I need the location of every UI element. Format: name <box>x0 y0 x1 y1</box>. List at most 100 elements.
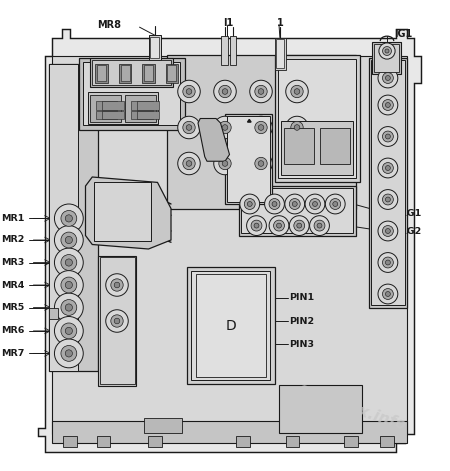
Circle shape <box>385 75 391 81</box>
Circle shape <box>378 127 398 146</box>
Circle shape <box>385 260 391 265</box>
Bar <box>150 37 159 58</box>
Bar <box>227 116 270 202</box>
Bar <box>137 111 159 120</box>
Circle shape <box>65 281 72 289</box>
Bar <box>380 436 394 447</box>
Circle shape <box>61 211 77 227</box>
Circle shape <box>274 220 284 231</box>
Bar <box>102 111 124 120</box>
Circle shape <box>178 80 200 103</box>
Bar <box>144 418 182 432</box>
Circle shape <box>106 310 128 332</box>
Bar <box>371 60 405 305</box>
Text: MR3: MR3 <box>1 258 25 267</box>
Circle shape <box>54 271 83 300</box>
Text: MR8: MR8 <box>97 20 121 30</box>
Bar <box>187 267 274 384</box>
Circle shape <box>54 293 83 322</box>
Circle shape <box>178 116 200 139</box>
Circle shape <box>178 152 200 175</box>
Circle shape <box>250 152 272 175</box>
Text: PIN2: PIN2 <box>289 317 314 325</box>
Circle shape <box>385 197 391 202</box>
Circle shape <box>378 68 398 88</box>
Circle shape <box>382 47 392 56</box>
Bar <box>274 38 286 70</box>
Bar <box>121 65 130 81</box>
Circle shape <box>289 199 300 210</box>
Bar <box>167 65 176 81</box>
Circle shape <box>240 194 260 214</box>
Circle shape <box>385 228 391 234</box>
Text: MR7: MR7 <box>1 349 25 358</box>
Circle shape <box>186 89 192 94</box>
Circle shape <box>219 122 231 134</box>
Bar <box>137 101 159 109</box>
Text: MRG2: MRG2 <box>391 227 422 236</box>
Circle shape <box>61 255 77 270</box>
Circle shape <box>214 80 236 103</box>
Circle shape <box>54 226 83 254</box>
Circle shape <box>61 300 77 316</box>
Circle shape <box>312 202 318 206</box>
Circle shape <box>61 346 77 361</box>
Circle shape <box>219 85 231 97</box>
Bar <box>125 95 156 122</box>
Bar <box>98 256 136 386</box>
Text: I1: I1 <box>223 17 233 28</box>
Circle shape <box>54 317 83 345</box>
Circle shape <box>378 221 398 241</box>
Circle shape <box>258 89 264 94</box>
Bar <box>148 35 161 60</box>
Circle shape <box>222 161 228 166</box>
Bar <box>97 65 106 81</box>
Circle shape <box>254 223 259 228</box>
Text: PIN1: PIN1 <box>289 293 314 302</box>
Bar <box>94 182 151 241</box>
Circle shape <box>385 165 391 171</box>
Text: fuse-Box.info: fuse-Box.info <box>294 384 408 433</box>
Text: 1: 1 <box>277 17 284 28</box>
Circle shape <box>385 49 389 53</box>
Circle shape <box>258 125 264 130</box>
Circle shape <box>65 236 72 244</box>
Circle shape <box>219 157 231 170</box>
Circle shape <box>297 223 302 228</box>
Bar <box>92 60 171 85</box>
Text: MRG1: MRG1 <box>391 209 422 218</box>
Circle shape <box>247 216 266 236</box>
Circle shape <box>65 304 72 311</box>
Bar <box>96 111 117 120</box>
Bar <box>166 64 178 82</box>
Circle shape <box>186 161 192 166</box>
Circle shape <box>310 216 329 236</box>
Bar <box>90 58 173 87</box>
Bar <box>276 39 284 68</box>
Polygon shape <box>248 120 251 122</box>
Circle shape <box>294 220 305 231</box>
Text: PIN3: PIN3 <box>289 340 314 349</box>
Bar <box>100 257 135 384</box>
Circle shape <box>379 43 395 59</box>
Bar <box>142 64 155 82</box>
Circle shape <box>378 284 398 304</box>
Circle shape <box>325 194 345 214</box>
Polygon shape <box>198 119 230 161</box>
Bar <box>90 95 121 122</box>
Bar <box>236 436 250 447</box>
Circle shape <box>385 292 391 296</box>
Circle shape <box>382 99 393 110</box>
Bar <box>144 65 153 81</box>
Bar <box>344 436 358 447</box>
Bar <box>320 128 350 163</box>
Circle shape <box>378 190 398 210</box>
Bar <box>102 101 124 109</box>
Bar <box>241 188 353 233</box>
Text: D: D <box>225 318 236 333</box>
Circle shape <box>305 194 325 214</box>
Circle shape <box>258 161 264 166</box>
Circle shape <box>382 162 393 173</box>
Circle shape <box>382 226 393 236</box>
Circle shape <box>65 327 72 334</box>
